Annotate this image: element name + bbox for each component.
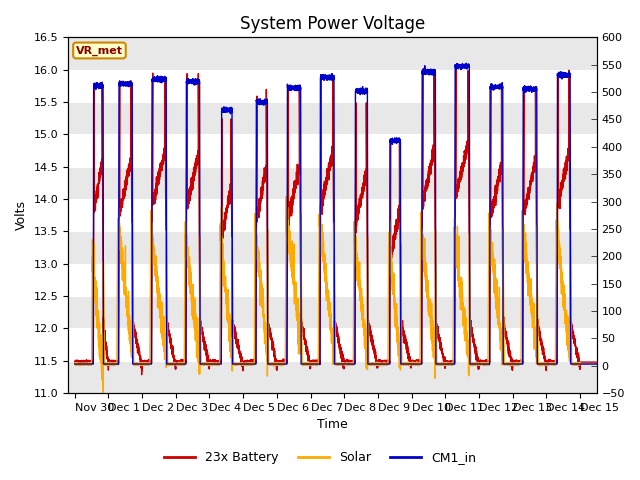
CM1_in bbox=[211, 361, 218, 367]
23x Battery bbox=[211, 360, 218, 366]
CM1_in bbox=[90, 84, 97, 90]
Solar bbox=[236, 361, 244, 367]
Bar bbox=[68, 102, 596, 134]
23x Battery bbox=[476, 360, 483, 366]
23x Battery bbox=[90, 236, 97, 241]
Bar bbox=[68, 296, 596, 328]
Solar bbox=[313, 362, 321, 368]
Text: VR_met: VR_met bbox=[76, 45, 123, 56]
23x Battery bbox=[313, 359, 321, 365]
Solar bbox=[476, 361, 483, 367]
Line: Solar: Solar bbox=[75, 196, 614, 394]
23x Battery bbox=[541, 355, 548, 360]
23x Battery bbox=[452, 62, 460, 68]
CM1_in bbox=[476, 361, 483, 367]
Solar bbox=[610, 361, 618, 367]
Line: CM1_in: CM1_in bbox=[75, 63, 614, 364]
Bar bbox=[68, 167, 596, 199]
CM1_in bbox=[462, 60, 470, 66]
Title: System Power Voltage: System Power Voltage bbox=[240, 15, 425, 33]
CM1_in bbox=[313, 361, 321, 367]
CM1_in bbox=[610, 361, 618, 367]
Line: 23x Battery: 23x Battery bbox=[75, 65, 614, 375]
X-axis label: Time: Time bbox=[317, 419, 348, 432]
Bar bbox=[68, 361, 596, 393]
23x Battery bbox=[610, 359, 618, 365]
Legend: 23x Battery, Solar, CM1_in: 23x Battery, Solar, CM1_in bbox=[159, 446, 481, 469]
Solar bbox=[211, 362, 218, 368]
Bar bbox=[68, 37, 596, 70]
Solar bbox=[99, 391, 107, 397]
23x Battery bbox=[138, 372, 145, 378]
CM1_in bbox=[71, 361, 79, 367]
Solar bbox=[71, 360, 79, 366]
Solar bbox=[282, 193, 290, 199]
23x Battery bbox=[236, 352, 244, 358]
CM1_in bbox=[236, 361, 244, 367]
CM1_in bbox=[541, 361, 548, 367]
Solar bbox=[90, 273, 97, 279]
Bar bbox=[68, 231, 596, 264]
23x Battery bbox=[71, 360, 79, 365]
Solar bbox=[541, 361, 548, 367]
Y-axis label: Volts: Volts bbox=[15, 200, 28, 230]
